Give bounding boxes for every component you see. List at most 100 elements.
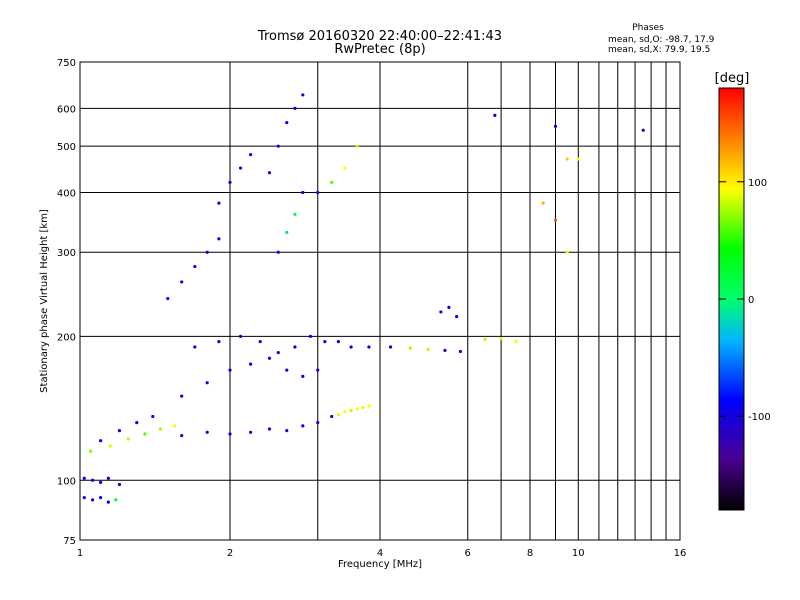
- data-point: [151, 414, 155, 419]
- colorbar-tick-label: 100: [748, 178, 767, 189]
- data-point: [439, 310, 443, 314]
- data-point: [455, 315, 459, 319]
- y-tick-label: 100: [57, 476, 76, 487]
- data-point: [217, 201, 221, 205]
- data-point: [343, 166, 347, 170]
- data-point: [285, 230, 289, 235]
- x-tick-label: 16: [674, 548, 687, 559]
- data-point: [173, 424, 177, 428]
- data-point: [493, 113, 497, 117]
- data-point: [553, 124, 558, 128]
- data-point: [106, 500, 110, 504]
- data-point: [541, 201, 545, 205]
- data-point: [99, 480, 103, 484]
- data-point: [293, 345, 297, 349]
- stats-line-o: mean, sd,O: -98.7, 17.9: [608, 35, 715, 45]
- data-point: [249, 153, 253, 157]
- data-point: [388, 345, 393, 349]
- data-point: [217, 237, 221, 241]
- data-point: [258, 340, 262, 344]
- colorbar: [deg] 100 0 -100: [715, 71, 771, 511]
- data-point: [108, 444, 112, 448]
- data-point: [285, 368, 289, 372]
- data-point: [180, 434, 184, 438]
- data-point: [355, 407, 359, 411]
- data-point: [408, 346, 412, 350]
- data-point: [82, 476, 86, 480]
- data-point: [426, 347, 430, 351]
- y-tick-label: 750: [57, 58, 76, 69]
- data-point: [316, 368, 320, 372]
- data-point: [576, 157, 580, 161]
- y-tick-label: 400: [57, 188, 76, 199]
- chart-title-line1: Tromsø 20160320 22:40:00–22:41:43: [257, 29, 502, 44]
- data-point: [205, 430, 209, 434]
- data-point: [249, 430, 253, 434]
- data-point: [565, 157, 569, 161]
- scatter-points: [82, 93, 645, 504]
- data-point: [205, 381, 209, 385]
- data-point: [367, 404, 371, 408]
- data-point: [330, 414, 334, 419]
- data-point: [91, 478, 95, 482]
- x-tick-label: 8: [527, 548, 533, 559]
- stats-title: Phases: [632, 23, 664, 33]
- x-tick-label: 10: [572, 548, 585, 559]
- colorbar-unit-label: [deg]: [715, 71, 750, 86]
- data-point: [276, 144, 280, 148]
- x-tick-label: 6: [465, 548, 471, 559]
- data-point: [308, 334, 313, 338]
- data-point: [228, 180, 232, 184]
- data-point: [117, 429, 122, 433]
- x-tick-label: 2: [227, 548, 233, 559]
- data-point: [499, 336, 503, 341]
- x-axis-ticks: 1 2 4 6 8 10 16: [77, 548, 687, 559]
- data-point: [82, 495, 86, 500]
- y-tick-label: 75: [63, 536, 76, 547]
- x-axis-label: Frequency [MHz]: [338, 559, 422, 570]
- data-point: [228, 432, 232, 436]
- data-point: [193, 345, 197, 349]
- data-point: [276, 250, 280, 254]
- y-axis-ticks: 75 100 200 300 400 500 600 750: [57, 58, 76, 547]
- data-point: [355, 144, 359, 148]
- stats-line-x: mean, sd,X: 79.9, 19.5: [608, 45, 710, 55]
- plot-frame: [79, 61, 681, 541]
- data-point: [238, 166, 243, 170]
- data-point: [641, 128, 645, 132]
- data-point: [293, 106, 297, 110]
- data-point: [323, 340, 327, 344]
- data-point: [249, 362, 253, 366]
- data-point: [336, 340, 340, 344]
- y-tick-label: 500: [57, 142, 76, 153]
- data-point: [349, 345, 353, 349]
- data-point: [458, 349, 463, 354]
- data-point: [193, 264, 197, 269]
- plot-area: 1 2 4 6 8 10 16 75 100 200 300 400 500 600 750: [57, 58, 686, 559]
- data-point: [565, 250, 569, 254]
- data-point: [228, 368, 232, 372]
- data-point: [267, 171, 272, 175]
- data-point: [106, 476, 110, 480]
- data-point: [285, 429, 289, 433]
- data-point: [99, 439, 103, 443]
- data-point: [301, 190, 305, 195]
- data-point: [117, 482, 122, 487]
- data-point: [267, 427, 272, 431]
- data-point: [443, 348, 447, 352]
- data-point: [301, 424, 305, 428]
- colorbar-ticks: 100 0 -100: [719, 178, 771, 423]
- data-point: [99, 495, 103, 500]
- data-point: [238, 334, 243, 338]
- y-axis-label: Stationary phase Virtual Height [km]: [39, 209, 50, 393]
- data-point: [336, 413, 340, 417]
- data-point: [166, 296, 170, 301]
- data-point: [330, 180, 334, 184]
- data-point: [180, 280, 184, 284]
- data-point: [301, 93, 305, 97]
- colorbar-tick-label: -100: [748, 412, 771, 423]
- data-point: [135, 421, 139, 425]
- x-tick-label: 4: [377, 548, 383, 559]
- data-point: [158, 427, 163, 431]
- data-point: [267, 356, 272, 360]
